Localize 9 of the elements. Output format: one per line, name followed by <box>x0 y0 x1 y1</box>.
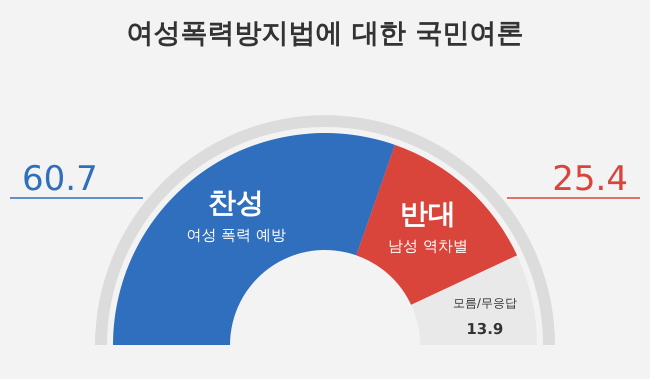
slice-label: 모름/무응답 <box>452 296 517 310</box>
data-label: 13.9 <box>466 320 504 338</box>
text: 남성 역차별 <box>388 237 468 256</box>
slice-label: 반대 <box>400 197 456 230</box>
data-label: 25.4 <box>552 159 628 199</box>
data-label: 60.7 <box>22 159 98 199</box>
chart-title: 여성폭력방지법에 대한 국민여론 <box>126 18 524 49</box>
slice-label: 찬성 <box>208 186 264 219</box>
text: 여성 폭력 예방 <box>186 226 286 244</box>
